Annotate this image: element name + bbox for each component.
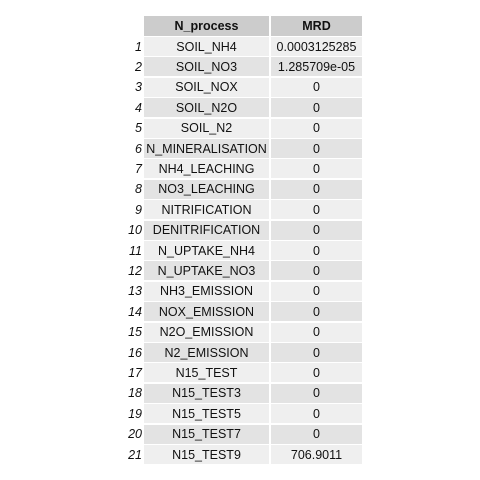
table-row: 11 N_UPTAKE_NH4 0 <box>116 241 362 260</box>
cell-mrd: 0 <box>271 424 362 444</box>
cell-mrd: 0 <box>271 200 362 220</box>
table-row: 3 SOIL_NOX 0 <box>116 77 362 97</box>
table-row: 12 N_UPTAKE_NO3 0 <box>116 261 362 281</box>
row-index: 13 <box>128 284 142 299</box>
cell-n-process: SOIL_NO3 <box>144 57 269 77</box>
header-n-process: N_process <box>144 16 269 36</box>
row-index: 20 <box>128 427 142 442</box>
table-row: 15 N2O_EMISSION 0 <box>116 322 362 342</box>
row-index: 17 <box>128 365 142 380</box>
table-row: 16 N2_EMISSION 0 <box>116 343 362 362</box>
cell-mrd: 0 <box>271 302 362 322</box>
row-index: 10 <box>128 223 142 238</box>
row-index: 21 <box>128 447 142 462</box>
cell-mrd: 0 <box>271 383 362 403</box>
cell-n-process: N15_TEST9 <box>144 445 269 464</box>
row-index: 8 <box>135 182 142 197</box>
table-row: 13 NH3_EMISSION 0 <box>116 281 362 301</box>
row-index: 2 <box>135 59 142 74</box>
table-row: 20 N15_TEST7 0 <box>116 424 362 444</box>
table-row: 8 NO3_LEACHING 0 <box>116 179 362 199</box>
table-row: 14 NOX_EMISSION 0 <box>116 302 362 322</box>
cell-mrd: 0 <box>271 343 362 362</box>
row-index: 6 <box>135 141 142 156</box>
cell-mrd: 0 <box>271 241 362 260</box>
row-index: 18 <box>128 386 142 401</box>
cell-mrd: 0 <box>271 363 362 383</box>
row-index: 5 <box>135 121 142 136</box>
cell-mrd: 1.285709e-05 <box>271 57 362 77</box>
cell-mrd: 0 <box>271 179 362 199</box>
header-mrd: MRD <box>271 16 362 36</box>
cell-n-process: N15_TEST <box>144 363 269 383</box>
table-row: 9 NITRIFICATION 0 <box>116 200 362 220</box>
cell-n-process: N15_TEST5 <box>144 404 269 424</box>
table-row: 2 SOIL_NO3 1.285709e-05 <box>116 57 362 77</box>
cell-n-process: SOIL_NH4 <box>144 37 269 56</box>
row-index: 9 <box>135 202 142 217</box>
cell-n-process: SOIL_N2 <box>144 118 269 138</box>
table-row: 10 DENITRIFICATION 0 <box>116 220 362 240</box>
table-row: 1 SOIL_NH4 0.0003125285 <box>116 37 362 56</box>
cell-mrd: 0 <box>271 98 362 118</box>
row-index: 15 <box>128 325 142 340</box>
row-index: 14 <box>128 304 142 319</box>
cell-mrd: 0 <box>271 118 362 138</box>
cell-n-process: NITRIFICATION <box>144 200 269 220</box>
row-index: 3 <box>135 80 142 95</box>
table-row: 6 N_MINERALISATION 0 <box>116 139 362 158</box>
cell-n-process: N2O_EMISSION <box>144 322 269 342</box>
row-index: 7 <box>135 161 142 176</box>
cell-mrd: 0 <box>271 261 362 281</box>
cell-mrd: 0.0003125285 <box>271 37 362 56</box>
cell-mrd: 0 <box>271 404 362 424</box>
cell-n-process: DENITRIFICATION <box>144 220 269 240</box>
row-index: 1 <box>135 39 142 54</box>
cell-mrd: 0 <box>271 322 362 342</box>
row-index: 16 <box>128 345 142 360</box>
table-row: 21 N15_TEST9 706.9011 <box>116 445 362 464</box>
cell-n-process: N_MINERALISATION <box>144 139 269 158</box>
cell-n-process: SOIL_N2O <box>144 98 269 118</box>
table-row: 17 N15_TEST 0 <box>116 363 362 383</box>
table-row: 19 N15_TEST5 0 <box>116 404 362 424</box>
cell-n-process: NH3_EMISSION <box>144 281 269 301</box>
cell-n-process: N2_EMISSION <box>144 343 269 362</box>
cell-mrd: 0 <box>271 220 362 240</box>
cell-n-process: NO3_LEACHING <box>144 179 269 199</box>
table-row: 7 NH4_LEACHING 0 <box>116 159 362 179</box>
table-row: 18 N15_TEST3 0 <box>116 383 362 403</box>
row-index: 19 <box>128 406 142 421</box>
cell-mrd: 0 <box>271 159 362 179</box>
cell-mrd: 0 <box>271 77 362 97</box>
table-row: 4 SOIL_N2O 0 <box>116 98 362 118</box>
cell-mrd: 0 <box>271 281 362 301</box>
cell-n-process: N_UPTAKE_NH4 <box>144 241 269 260</box>
cell-n-process: NH4_LEACHING <box>144 159 269 179</box>
cell-n-process: N_UPTAKE_NO3 <box>144 261 269 281</box>
cell-n-process: NOX_EMISSION <box>144 302 269 322</box>
cell-mrd: 0 <box>271 139 362 158</box>
cell-mrd: 706.9011 <box>271 445 362 464</box>
table-row: 5 SOIL_N2 0 <box>116 118 362 138</box>
cell-n-process: N15_TEST7 <box>144 424 269 444</box>
row-index: 11 <box>129 243 142 258</box>
cell-n-process: N15_TEST3 <box>144 383 269 403</box>
row-index: 12 <box>128 263 142 278</box>
row-index: 4 <box>135 100 142 115</box>
table-header: N_process MRD <box>116 16 362 36</box>
cell-n-process: SOIL_NOX <box>144 77 269 97</box>
